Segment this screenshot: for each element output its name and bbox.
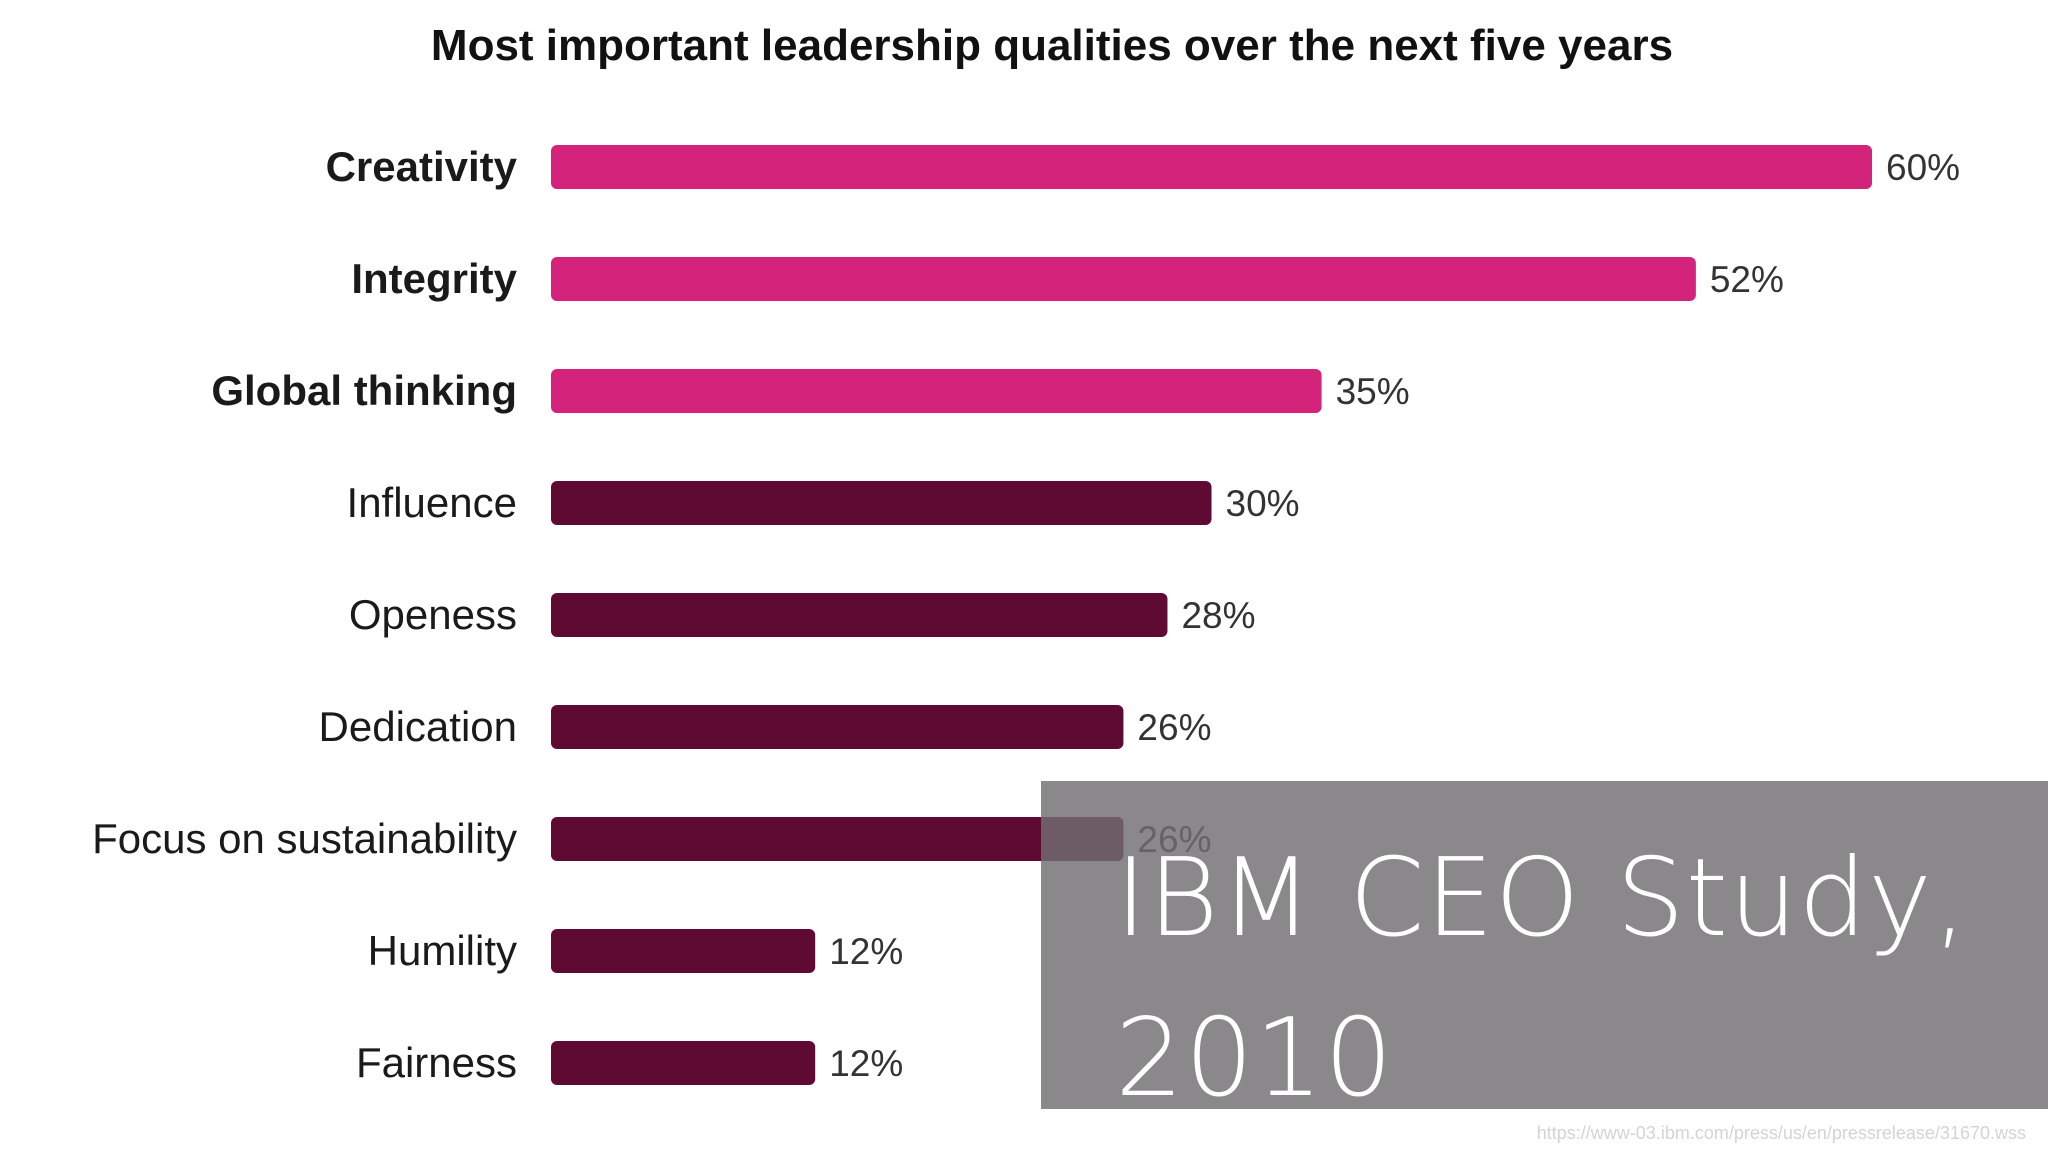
value-label-humility: 12%	[829, 931, 903, 972]
bar-integrity	[551, 257, 1696, 301]
category-label-influence: Influence	[347, 479, 517, 526]
study-caption: IBM CEO Study, 2010	[1115, 836, 1969, 1121]
value-label-influence: 30%	[1226, 483, 1300, 524]
category-label-global-thinking: Global thinking	[211, 367, 517, 414]
bar-dedication	[551, 705, 1124, 749]
category-label-fairness: Fairness	[356, 1039, 517, 1086]
category-label-openess: Openess	[349, 591, 517, 638]
study-caption-box: IBM CEO Study, 2010	[1041, 781, 2048, 1121]
value-label-fairness: 12%	[829, 1043, 903, 1084]
value-label-integrity: 52%	[1710, 259, 1784, 300]
bar-influence	[551, 481, 1212, 525]
value-label-creativity: 60%	[1886, 147, 1960, 188]
bar-fairness	[551, 1041, 816, 1085]
category-label-creativity: Creativity	[326, 143, 518, 190]
category-label-focus-on-sustainability: Focus on sustainability	[92, 815, 517, 862]
category-label-dedication: Dedication	[319, 703, 517, 750]
category-label-humility: Humility	[368, 927, 517, 974]
bars-group: Creativity 60% Integrity 52% Global thinking…	[92, 143, 1960, 1086]
value-label-openess: 28%	[1181, 595, 1255, 636]
bar-openess	[551, 593, 1168, 637]
bar-global-thinking	[551, 369, 1322, 413]
bar-humility	[551, 929, 816, 973]
value-label-global-thinking: 35%	[1336, 371, 1410, 412]
chart-title: Most important leadership qualities over…	[431, 21, 1673, 70]
bar-focus-on-sustainability	[551, 817, 1124, 861]
bar-creativity	[551, 145, 1872, 189]
value-label-dedication: 26%	[1137, 707, 1211, 748]
category-label-integrity: Integrity	[351, 255, 517, 302]
source-url: https://www-03.ibm.com/press/us/en/press…	[1536, 1123, 2026, 1143]
